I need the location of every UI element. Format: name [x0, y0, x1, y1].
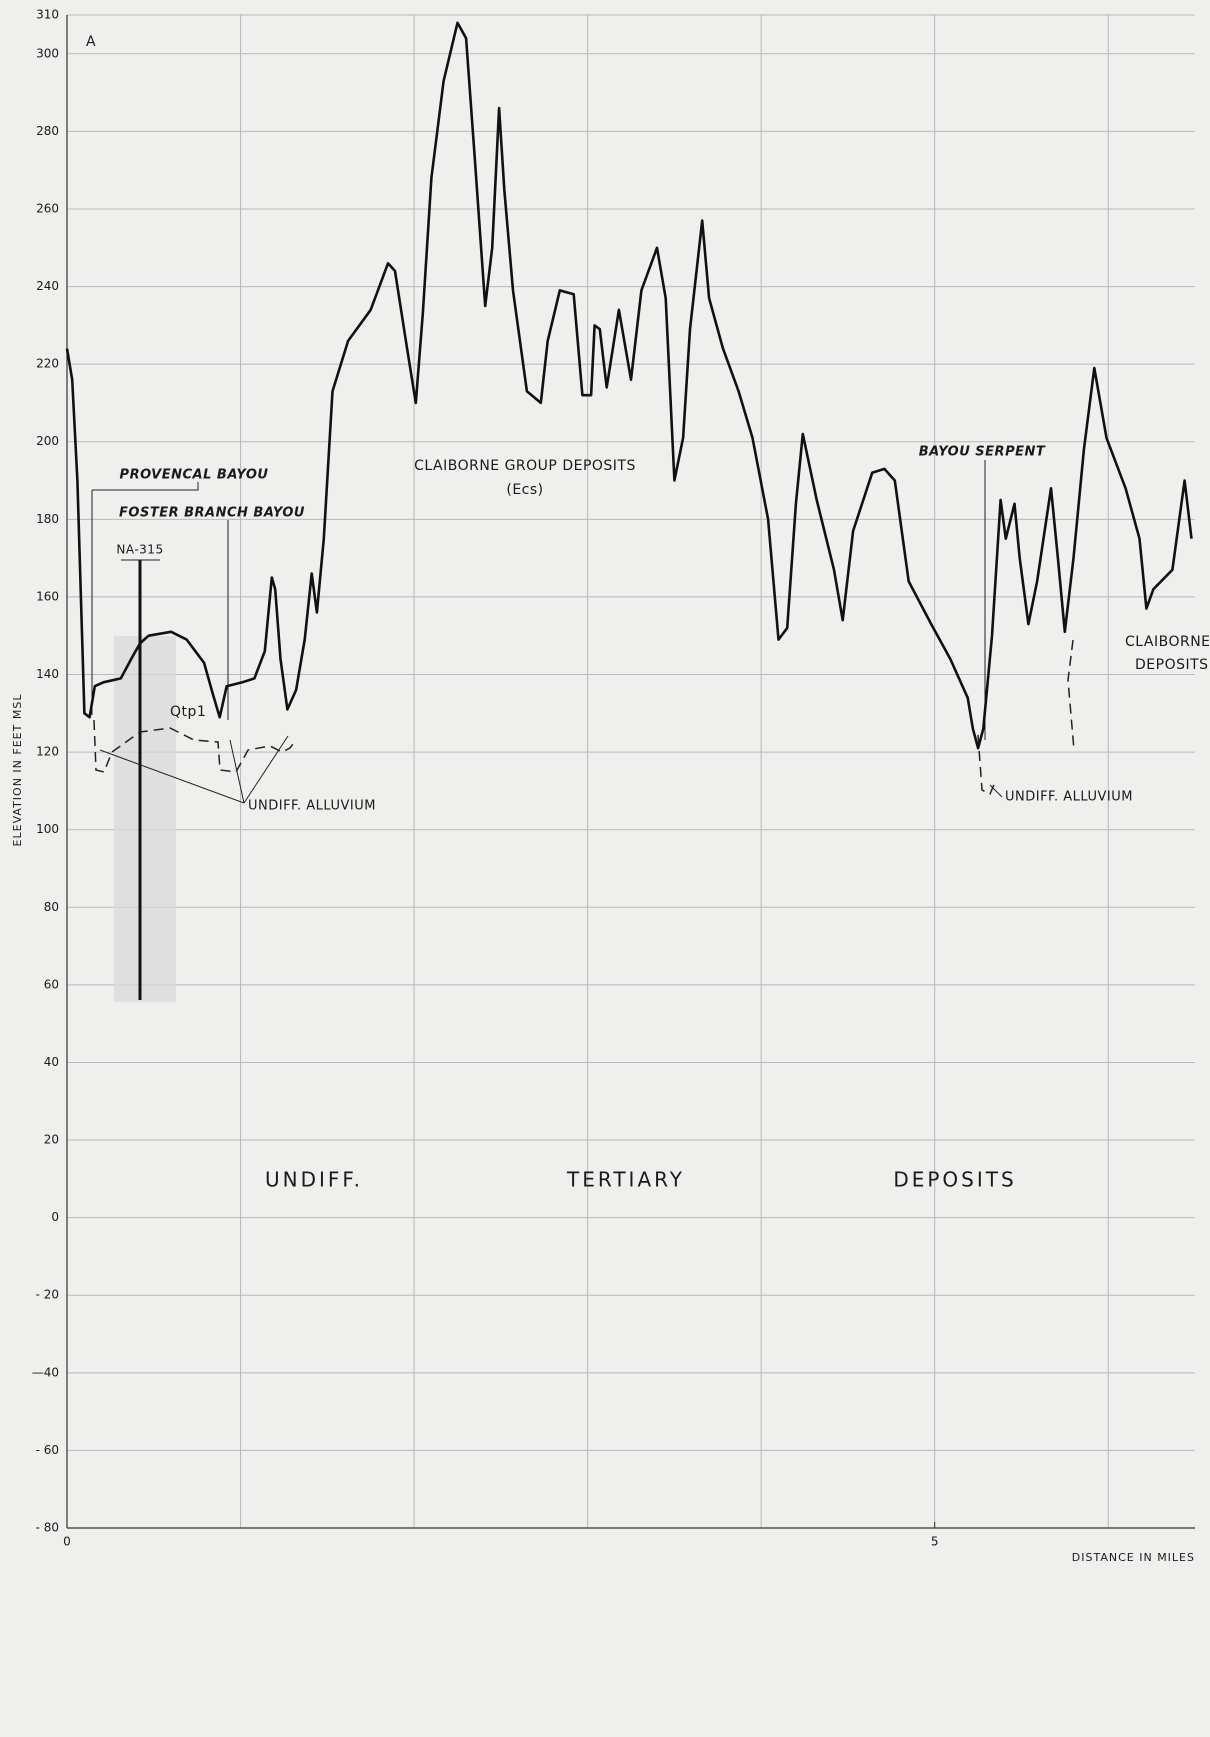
boring-log: [114, 636, 176, 1002]
y-tick-label: 80: [44, 900, 59, 914]
annotation: CLAIBORNE: [1125, 634, 1210, 650]
x-axis-title: DISTANCE IN MILES: [1072, 1551, 1195, 1564]
annotation: (Ecs): [506, 482, 543, 498]
y-tick-label: 310: [36, 8, 59, 22]
y-axis-title: ELEVATION IN FEET MSL: [11, 694, 24, 847]
contact-line: [1067, 639, 1075, 751]
y-tick-label: 60: [44, 977, 59, 991]
y-tick-label: 200: [36, 434, 59, 448]
y-tick-label: 0: [51, 1210, 59, 1224]
annotation: FOSTER BRANCH BAYOU: [119, 506, 305, 521]
annotation: DEPOSITS: [1135, 657, 1209, 673]
y-tick-label: - 60: [36, 1443, 59, 1457]
y-tick-label: 160: [36, 589, 59, 603]
y-tick-label: 140: [36, 667, 59, 681]
annotation: CLAIBORNE GROUP DEPOSITS: [414, 458, 636, 474]
y-tick-label: 180: [36, 512, 59, 526]
y-tick-label: 40: [44, 1055, 59, 1069]
profile-line: [65, 21, 1193, 750]
y-tick-label: 120: [36, 745, 59, 759]
annotation: PROVENCAL BAYOU: [120, 468, 269, 483]
section-drawing: A PROVENCAL BAYOU FOSTER BRANCH BAYOU NA…: [11, 15, 1210, 1564]
annotation: Qtp1: [170, 704, 206, 720]
y-tick-label: - 80: [36, 1521, 59, 1535]
annotation: UNDIFF. ALLUVIUM: [248, 799, 376, 814]
x-tick-label: 5: [931, 1535, 939, 1549]
alluvium-base: [93, 719, 297, 773]
x-tick-label: 0: [63, 1535, 71, 1549]
y-tick-label: 100: [36, 822, 59, 836]
annotation: TERTIARY: [566, 1168, 685, 1192]
alluvium-base: [977, 734, 997, 796]
y-tick-label: 300: [36, 46, 59, 60]
y-tick-label: —40: [32, 1365, 59, 1379]
y-tick-label: 220: [36, 357, 59, 371]
y-tick-label: 280: [36, 124, 59, 138]
annotation: DEPOSITS: [893, 1168, 1016, 1192]
panel-label: A: [86, 34, 96, 50]
leader-line: [989, 784, 1003, 798]
y-tick-label: 240: [36, 279, 59, 293]
annotation: NA-315: [116, 543, 163, 557]
annotation: BAYOU SERPENT: [919, 445, 1046, 460]
annotation: UNDIFF. ALLUVIUM: [1005, 790, 1133, 805]
y-tick-label: 20: [44, 1133, 59, 1147]
leader-line: [91, 482, 199, 715]
y-tick-label: 260: [36, 201, 59, 215]
y-tick-label: - 20: [36, 1288, 59, 1302]
annotation: UNDIFF.: [265, 1168, 363, 1192]
